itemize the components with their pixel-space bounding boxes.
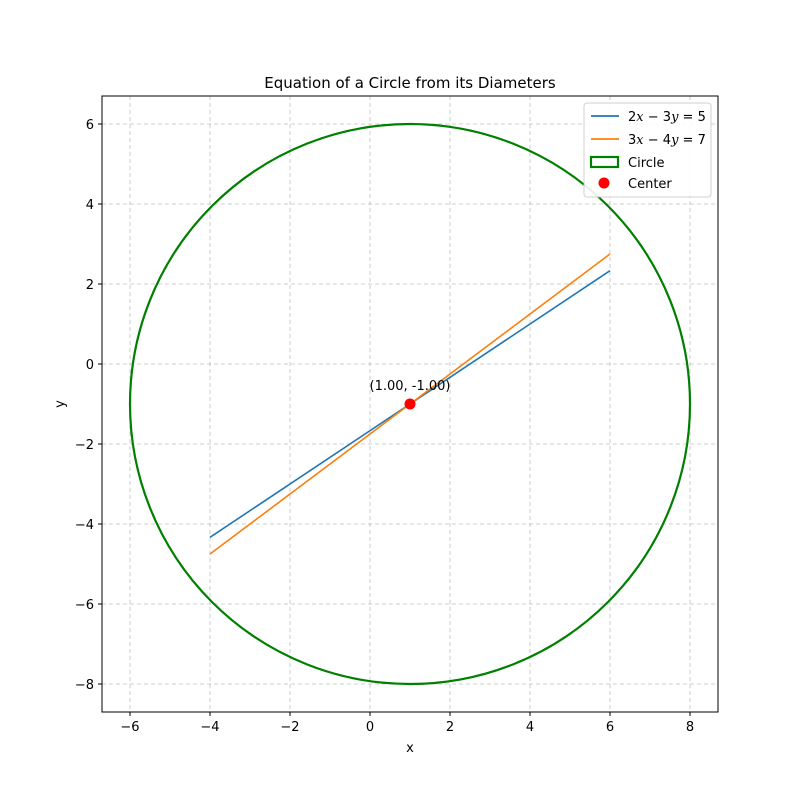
legend: 2x − 3y = 5 3x − 4y = 7 Circle Center: [583, 102, 712, 198]
y-tick-label: −4: [75, 518, 94, 533]
x-tick-label: −4: [200, 720, 219, 735]
x-tick-label: 4: [526, 720, 534, 735]
y-tick-label: 4: [86, 198, 94, 213]
chart-title: Equation of a Circle from its Diameters: [264, 74, 556, 92]
legend-label-circle: Circle: [628, 156, 665, 171]
x-tick-label: −6: [120, 720, 139, 735]
y-tick-label: 2: [86, 278, 94, 293]
y-tick-label: −2: [75, 438, 94, 453]
legend-label-center: Center: [628, 177, 672, 192]
legend-box: [583, 102, 712, 198]
center-point: [404, 398, 416, 410]
center-annotation: (1.00, -1.00): [370, 379, 451, 394]
y-tick-label: 0: [86, 358, 94, 373]
x-tick-label: −2: [280, 720, 299, 735]
circle-outline: [128, 122, 692, 686]
x-tick-label: 2: [446, 720, 454, 735]
y-tick-label: −6: [75, 598, 94, 613]
legend-swatch-circle: [589, 155, 620, 169]
x-axis-label: x: [406, 741, 414, 756]
plot-frame: [101, 95, 719, 713]
y-tick-label: −8: [75, 678, 94, 693]
legend-label-series-1: 2x − 3y = 5: [628, 110, 706, 125]
y-axis-label: y: [53, 400, 68, 408]
x-tick-label: 6: [606, 720, 614, 735]
x-tick-label: 8: [686, 720, 694, 735]
x-tick-label: 0: [366, 720, 374, 735]
legend-swatch-center: [598, 177, 610, 189]
y-tick-label: 6: [86, 118, 94, 133]
legend-label-series-2: 3x − 4y = 7: [628, 133, 706, 148]
